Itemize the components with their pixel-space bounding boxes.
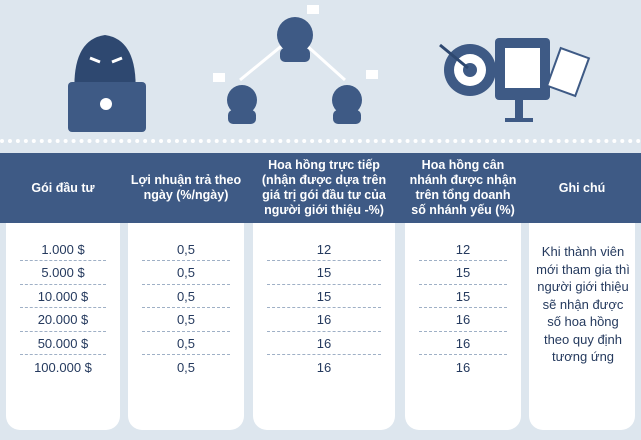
column-header: Ghi chú bbox=[558, 180, 606, 195]
table-cell: 0,5 bbox=[142, 332, 230, 355]
table-cell: 16 bbox=[267, 332, 381, 355]
table-cell: 15 bbox=[267, 285, 381, 308]
header-band bbox=[0, 153, 641, 223]
column-card bbox=[405, 223, 521, 430]
table-cell: 1.000 $ bbox=[20, 238, 106, 261]
column-card bbox=[529, 223, 635, 430]
table-cell: 16 bbox=[267, 309, 381, 332]
table-cell: 5.000 $ bbox=[20, 262, 106, 285]
table-cell: 0,5 bbox=[176, 359, 196, 375]
table-cell: 15 bbox=[267, 262, 381, 285]
column-header: Hoa hồng cân nhánh được nhận trên tổng d… bbox=[409, 158, 517, 217]
table-cell: 16 bbox=[455, 359, 471, 375]
table-cell: 0,5 bbox=[142, 285, 230, 308]
table-cell: 12 bbox=[419, 238, 507, 261]
table-cell: 16 bbox=[316, 359, 332, 375]
table-cell: 20.000 $ bbox=[20, 309, 106, 332]
table-cell: 50.000 $ bbox=[20, 332, 106, 355]
column-header: Gói đầu tư bbox=[31, 180, 95, 195]
table-cell: 0,5 bbox=[142, 309, 230, 332]
column-header: Lợi nhuận trả theo ngày (%/ngày) bbox=[130, 173, 242, 202]
column-card bbox=[128, 223, 244, 430]
table-cell: 0,5 bbox=[142, 262, 230, 285]
note: Khi thành viên mới tham gia thì người gi… bbox=[536, 244, 630, 365]
column-card bbox=[253, 223, 395, 430]
table-cell: 16 bbox=[419, 332, 507, 355]
table-cell: 12 bbox=[267, 238, 381, 261]
table-cell: 15 bbox=[419, 262, 507, 285]
table-cell: 0,5 bbox=[142, 238, 230, 261]
table-cell: 16 bbox=[419, 309, 507, 332]
table-cell: 100.000 $ bbox=[34, 359, 92, 375]
table-cell: 10.000 $ bbox=[20, 285, 106, 308]
dotted-divider bbox=[0, 139, 641, 143]
table-cell: 15 bbox=[419, 285, 507, 308]
column-header: Hoa hồng trực tiếp (nhận được dựa trên g… bbox=[261, 158, 387, 217]
column-card bbox=[6, 223, 120, 430]
